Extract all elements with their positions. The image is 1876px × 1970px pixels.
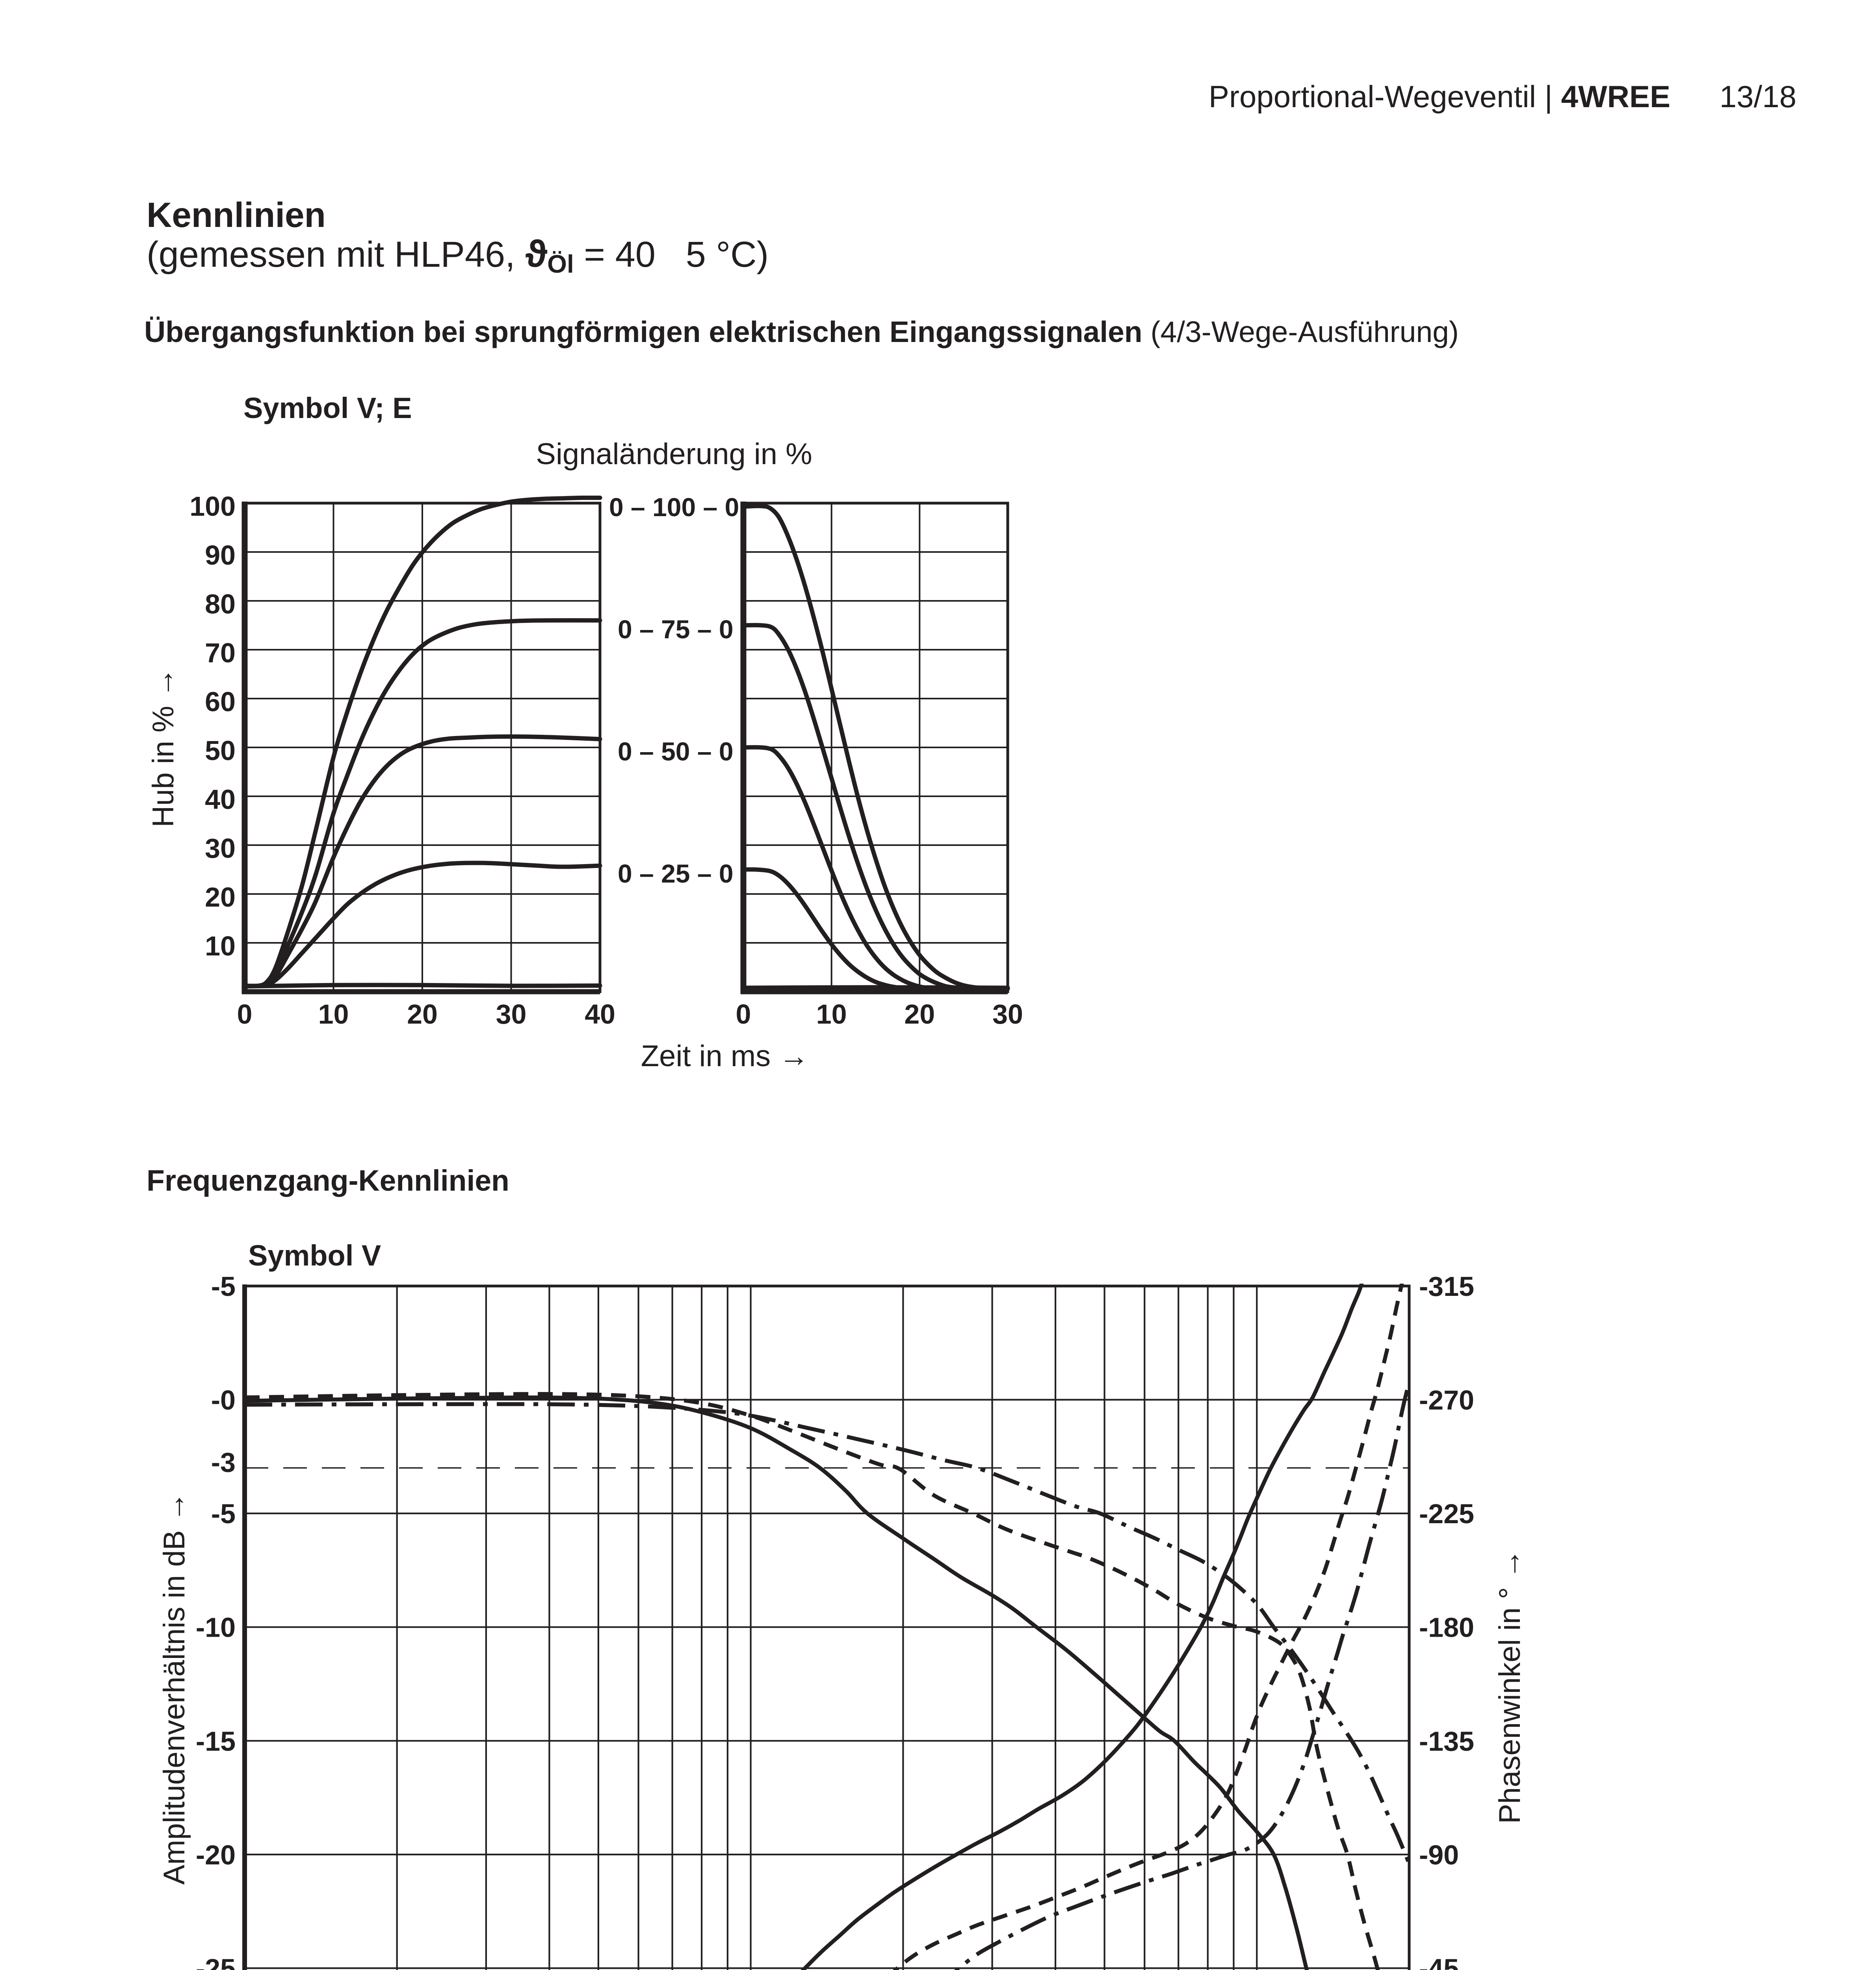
svg-text:Phasenwinkel in ° →: Phasenwinkel in ° → xyxy=(1493,1549,1527,1824)
svg-text:-180: -180 xyxy=(1419,1612,1474,1643)
svg-text:20: 20 xyxy=(407,999,438,1030)
svg-text:40: 40 xyxy=(585,999,615,1030)
svg-text:Hub in % →: Hub in % → xyxy=(147,667,180,827)
svg-text:-0: -0 xyxy=(211,1385,236,1416)
svg-text:Amplitudenverhältnis in dB →: Amplitudenverhältnis in dB → xyxy=(158,1492,191,1885)
svg-text:60: 60 xyxy=(205,686,236,717)
svg-text:-315: -315 xyxy=(1419,1271,1474,1302)
svg-text:30: 30 xyxy=(205,833,236,864)
svg-text:0: 0 xyxy=(736,999,751,1030)
svg-text:-15: -15 xyxy=(196,1726,236,1756)
svg-text:Symbol V; E: Symbol V; E xyxy=(243,392,412,424)
svg-text:70: 70 xyxy=(205,637,236,668)
svg-text:50: 50 xyxy=(205,735,236,766)
svg-text:-10: -10 xyxy=(196,1612,236,1643)
svg-text:0 – 100 – 0: 0 – 100 – 0 xyxy=(609,492,739,522)
svg-text:0 – 25 – 0: 0 – 25 – 0 xyxy=(618,859,734,888)
svg-text:-225: -225 xyxy=(1419,1498,1474,1529)
svg-text:Symbol V: Symbol V xyxy=(248,1239,381,1272)
svg-text:40: 40 xyxy=(205,784,236,815)
svg-text:0 – 50 – 0: 0 – 50 – 0 xyxy=(618,737,734,766)
svg-text:-90: -90 xyxy=(1419,1840,1459,1870)
svg-text:Übergangsfunktion bei sprungfö: Übergangsfunktion bei sprungförmigen ele… xyxy=(144,315,1459,348)
svg-text:Frequenzgang-Kennlinien: Frequenzgang-Kennlinien xyxy=(147,1164,509,1197)
svg-text:10: 10 xyxy=(205,931,236,961)
svg-text:-5: -5 xyxy=(211,1498,236,1529)
svg-text:13/18: 13/18 xyxy=(1720,79,1796,114)
svg-text:Kennlinien: Kennlinien xyxy=(147,195,326,234)
svg-text:Zeit in ms →: Zeit in ms → xyxy=(641,1039,809,1073)
svg-text:-5: -5 xyxy=(211,1271,236,1302)
svg-text:30: 30 xyxy=(496,999,527,1030)
svg-text:80: 80 xyxy=(205,589,236,619)
svg-text:0: 0 xyxy=(237,999,253,1030)
svg-text:10: 10 xyxy=(318,999,349,1030)
svg-text:-25: -25 xyxy=(196,1953,236,1970)
svg-text:-135: -135 xyxy=(1419,1726,1474,1756)
svg-text:10: 10 xyxy=(816,999,847,1030)
svg-text:20: 20 xyxy=(205,882,236,913)
svg-text:Signaländerung in %: Signaländerung in % xyxy=(536,437,812,471)
svg-text:100: 100 xyxy=(189,491,236,522)
svg-text:-270: -270 xyxy=(1419,1385,1474,1416)
svg-text:30: 30 xyxy=(992,999,1023,1030)
svg-text:-45: -45 xyxy=(1419,1953,1459,1970)
svg-text:0 – 75 – 0: 0 – 75 – 0 xyxy=(618,615,734,644)
svg-text:-20: -20 xyxy=(196,1840,236,1870)
svg-text:(gemessen mit HLP46, ϑÖl = 40: (gemessen mit HLP46, ϑÖl = 40 5 °C) xyxy=(147,233,769,278)
svg-text:Proportional-Wegeventil | 4WRE: Proportional-Wegeventil | 4WREE xyxy=(1209,79,1670,114)
svg-text:-3: -3 xyxy=(211,1447,236,1478)
svg-text:20: 20 xyxy=(904,999,935,1030)
svg-text:90: 90 xyxy=(205,540,236,571)
